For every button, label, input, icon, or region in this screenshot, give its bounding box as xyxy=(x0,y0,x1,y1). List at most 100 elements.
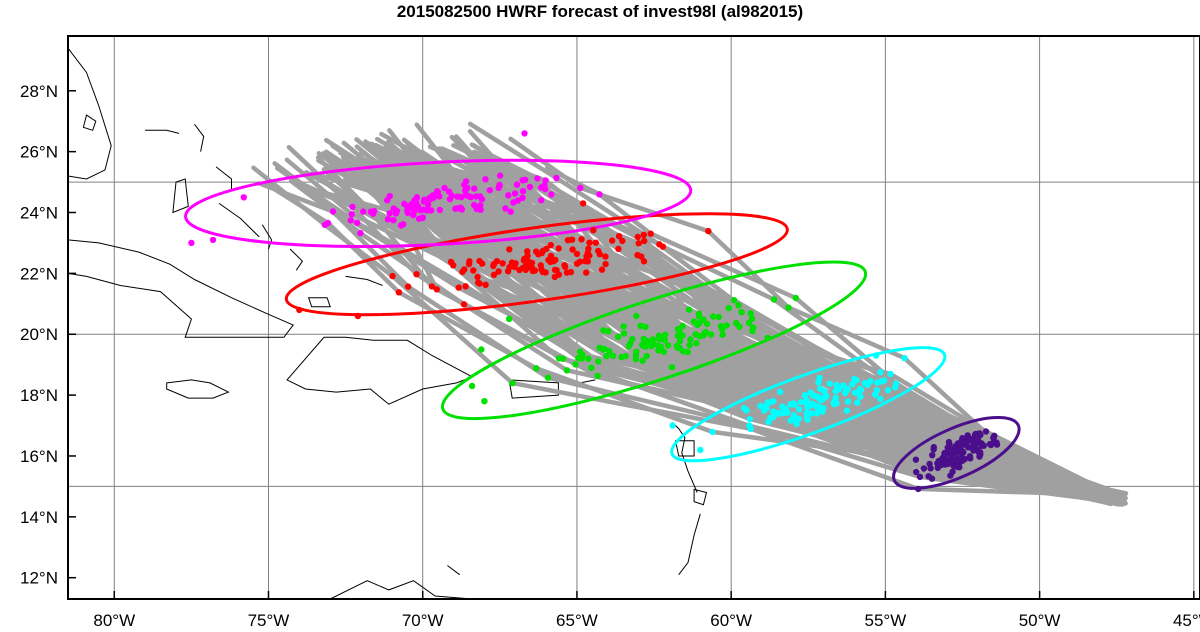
forecast-point xyxy=(943,461,950,468)
forecast-point xyxy=(354,219,361,226)
forecast-point xyxy=(746,415,754,423)
acklins xyxy=(289,248,304,271)
forecast-point xyxy=(679,322,686,330)
exuma-chain xyxy=(218,202,260,238)
south-america-coast xyxy=(329,580,473,599)
forecast-point xyxy=(629,335,636,343)
forecast-point-outlier xyxy=(468,382,476,390)
spread-ellipse xyxy=(284,212,789,317)
forecast-point xyxy=(555,245,562,252)
forecast-point xyxy=(807,389,814,396)
forecast-point xyxy=(462,187,469,194)
forecast-point xyxy=(801,392,809,399)
forecast-point xyxy=(595,358,602,365)
forecast-point xyxy=(420,198,427,205)
forecast-point xyxy=(459,268,466,275)
forecast-point xyxy=(490,261,498,268)
forecast-point xyxy=(927,465,934,472)
forecast-point xyxy=(526,183,534,191)
forecast-point xyxy=(901,354,908,362)
forecast-point xyxy=(741,404,748,412)
grand-bahama xyxy=(145,129,180,134)
forecast-point xyxy=(947,452,955,459)
forecast-point xyxy=(993,439,1000,446)
forecast-point xyxy=(857,393,864,400)
y-tick-label: 14°N xyxy=(20,508,58,527)
forecast-point xyxy=(826,380,833,387)
forecast-point xyxy=(640,258,648,265)
forecast-point xyxy=(581,257,589,265)
forecast-point-outlier xyxy=(521,130,528,137)
forecast-point xyxy=(633,312,640,320)
spread-ellipse xyxy=(892,415,1021,490)
forecast-point xyxy=(892,380,900,387)
forecast-point xyxy=(513,181,521,188)
y-tick-label: 28°N xyxy=(20,82,58,101)
forecast-point xyxy=(735,302,742,309)
forecast-point-outlier xyxy=(478,346,485,353)
forecast-point xyxy=(693,340,700,347)
forecast-point xyxy=(695,313,703,320)
forecast-point xyxy=(404,203,412,210)
forecast-point xyxy=(656,335,663,343)
forecast-point xyxy=(386,192,393,200)
forecast-point xyxy=(804,416,811,423)
forecast-point xyxy=(852,389,859,396)
y-tick-label: 12°N xyxy=(20,569,58,588)
forecast-point-outlier xyxy=(296,306,303,314)
forecast-point xyxy=(390,217,397,224)
forecast-point xyxy=(594,372,601,380)
forecast-point xyxy=(347,217,354,224)
forecast-point xyxy=(505,192,512,199)
forecast-point xyxy=(578,236,585,243)
forecast-point xyxy=(369,210,377,217)
forecast-point xyxy=(507,208,514,215)
forecast-point xyxy=(471,185,478,192)
forecast-point xyxy=(642,323,649,330)
x-tick-label: 60°W xyxy=(710,611,752,630)
forecast-point xyxy=(634,233,641,241)
forecast-point xyxy=(413,199,420,207)
forecast-point xyxy=(524,252,531,259)
forecast-point xyxy=(506,246,513,253)
forecast-point xyxy=(348,211,355,218)
forecast-point xyxy=(550,258,557,265)
forecast-point xyxy=(692,331,699,338)
spread-ellipse xyxy=(670,346,947,463)
forecast-point xyxy=(458,193,465,201)
forecast-point xyxy=(415,215,423,222)
forecast-point xyxy=(774,409,781,416)
forecast-point xyxy=(553,174,560,182)
forecast-point xyxy=(585,355,592,362)
forecast-point xyxy=(584,249,591,256)
forecast-point-outlier xyxy=(505,315,513,323)
forecast-point xyxy=(915,485,922,493)
forecast-point xyxy=(808,410,815,417)
forecast-point xyxy=(534,175,541,182)
forecast-point xyxy=(473,193,480,200)
forecast-point xyxy=(955,440,963,448)
forecast-point xyxy=(609,237,616,244)
forecast-point xyxy=(583,269,590,276)
forecast-point xyxy=(543,245,550,252)
forecast-point xyxy=(602,260,609,268)
forecast-point xyxy=(461,181,468,189)
forecast-point xyxy=(384,216,392,223)
forecast-point xyxy=(620,330,628,337)
forecast-point xyxy=(420,206,427,213)
forecast-point xyxy=(473,205,480,213)
forecast-point xyxy=(460,301,468,308)
forecast-point xyxy=(764,399,771,406)
forecast-point xyxy=(596,344,603,351)
forecast-point xyxy=(357,229,364,237)
forecast-point xyxy=(474,273,481,281)
forecast-point xyxy=(495,268,502,275)
jamaica xyxy=(166,379,230,399)
forecast-point xyxy=(434,188,441,195)
forecast-point xyxy=(953,448,960,455)
map-title: 2015082500 HWRF forecast of invest98l (a… xyxy=(396,2,804,21)
y-tick-label: 18°N xyxy=(20,386,58,405)
forecast-point xyxy=(887,370,894,378)
forecast-point xyxy=(561,263,569,271)
forecast-point xyxy=(777,388,784,395)
